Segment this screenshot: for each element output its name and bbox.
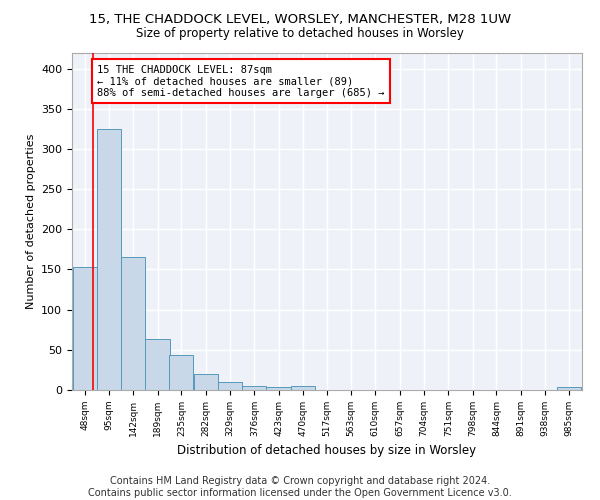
Bar — [266, 387, 290, 390]
Bar — [194, 374, 218, 390]
Bar — [121, 258, 145, 390]
Bar — [145, 338, 170, 390]
Text: 15 THE CHADDOCK LEVEL: 87sqm
← 11% of detached houses are smaller (89)
88% of se: 15 THE CHADDOCK LEVEL: 87sqm ← 11% of de… — [97, 64, 385, 98]
Bar — [97, 129, 121, 390]
X-axis label: Distribution of detached houses by size in Worsley: Distribution of detached houses by size … — [178, 444, 476, 458]
Bar — [218, 382, 242, 390]
Text: Size of property relative to detached houses in Worsley: Size of property relative to detached ho… — [136, 28, 464, 40]
Bar — [242, 386, 266, 390]
Bar — [73, 267, 97, 390]
Text: 15, THE CHADDOCK LEVEL, WORSLEY, MANCHESTER, M28 1UW: 15, THE CHADDOCK LEVEL, WORSLEY, MANCHES… — [89, 12, 511, 26]
Bar — [557, 387, 581, 390]
Bar — [291, 386, 315, 390]
Y-axis label: Number of detached properties: Number of detached properties — [26, 134, 35, 309]
Text: Contains HM Land Registry data © Crown copyright and database right 2024.
Contai: Contains HM Land Registry data © Crown c… — [88, 476, 512, 498]
Bar — [169, 356, 193, 390]
